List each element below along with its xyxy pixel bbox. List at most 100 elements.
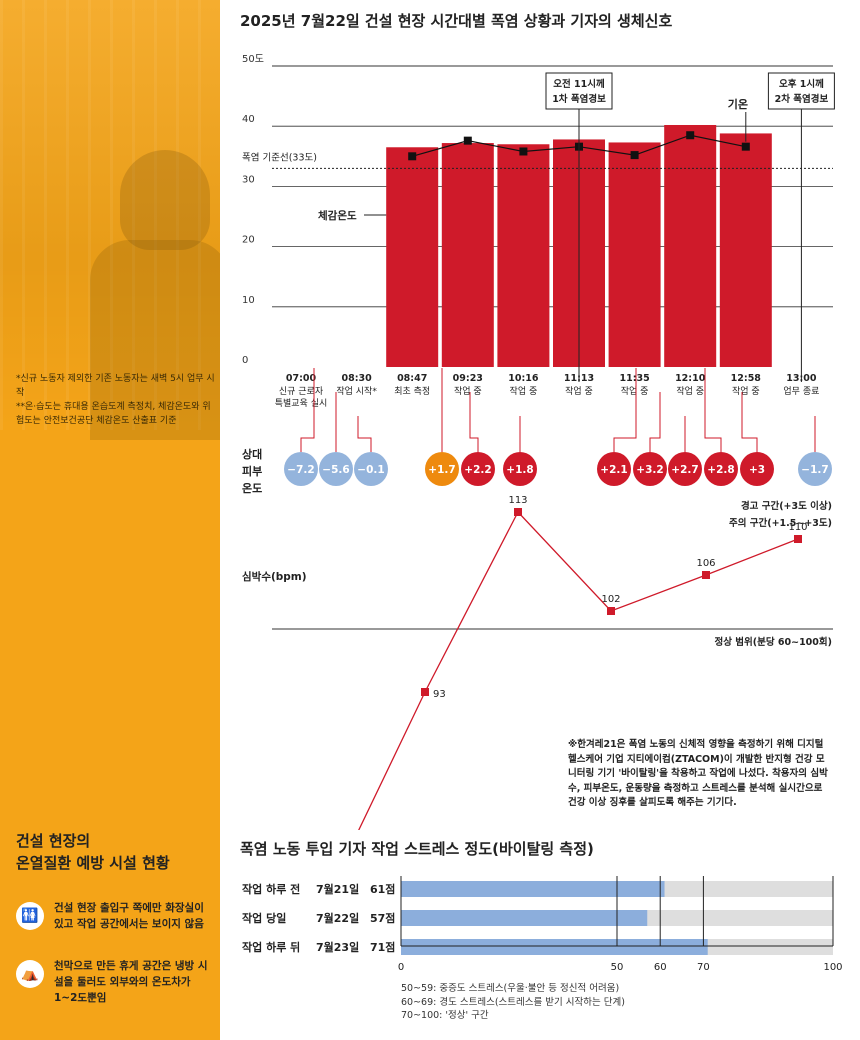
heat-alert-text: 오전 11시께 (553, 78, 605, 90)
heart-rate-note: ※한겨레21은 폭염 노동의 신체적 영향을 측정하기 위해 디지털 헬스케어 … (568, 739, 828, 808)
skin-temp-circle (633, 452, 667, 486)
heart-rate-point (514, 508, 522, 516)
stress-row-score: 71점 (370, 940, 395, 954)
stress-tick-label: 60 (654, 962, 667, 973)
event-label: 작업 중 (510, 386, 538, 397)
worker-photo (0, 0, 220, 440)
skin-temp-value: +3 (749, 464, 765, 476)
event-label: 작업 중 (621, 386, 649, 397)
skin-temp-circle (319, 452, 353, 486)
facility-item-text: 건설 현장 출입구 쪽에만 화장실이 있고 작업 공간에서는 보이지 않음 (54, 902, 204, 930)
heat-alert-text: 2차 폭염경보 (775, 93, 829, 105)
event-label: 작업 중 (454, 386, 482, 397)
worker-head-shape (120, 150, 210, 250)
skin-temp-leader (704, 368, 722, 452)
stress-chart-title: 폭염 노동 투입 기자 작업 스트레스 정도(바이탈링 측정) (240, 840, 594, 858)
skin-temp-label: 온도 (242, 482, 262, 495)
stress-tick-label: 100 (823, 962, 842, 973)
stress-row-label: 작업 당일 (242, 911, 286, 925)
stress-tick-label: 0 (398, 962, 404, 973)
heart-rate-value: 113 (508, 495, 527, 506)
skin-temp-leader (649, 392, 661, 452)
normal-range-label: 정상 범위(분당 60~100회) (715, 636, 833, 648)
skin-temp-circle (668, 452, 702, 486)
skin-temp-value: −1.7 (801, 464, 828, 476)
skin-temp-circle (284, 452, 318, 486)
skin-temp-leader (613, 368, 637, 452)
stress-bar (401, 939, 708, 955)
time-label: 11:35 (619, 373, 649, 384)
heart-rate-point (702, 571, 710, 579)
skin-legend-caution: 주의 구간(+1.5~+3도) (729, 517, 832, 529)
heart-rate-point (607, 607, 615, 615)
y-tick-label: 30 (242, 174, 255, 185)
heart-rate-value: 93 (433, 689, 446, 700)
heat-alert-text: 오후 1시께 (779, 78, 824, 90)
feels-like-bar (386, 147, 439, 367)
skin-temp-value: +1.7 (428, 464, 455, 476)
skin-temp-circle (704, 452, 738, 486)
stress-legend: 50~59: 중증도 스트레스(우울·불안 등 정신적 어려움) 60~69: … (401, 982, 625, 1023)
time-label: 12:10 (675, 373, 706, 384)
scaffold-pattern (0, 0, 220, 430)
heart-rate-point (794, 535, 802, 543)
facility-title-line-1: 건설 현장의 (16, 832, 91, 850)
heart-rate-line (358, 510, 799, 830)
air-temperature-point (686, 131, 695, 140)
stress-tick-label: 50 (611, 962, 624, 973)
facility-title: 건설 현장의 온열질환 예방 시설 현황 (16, 830, 170, 874)
skin-temp-circle (597, 452, 631, 486)
skin-temp-circle (461, 452, 495, 486)
event-label: 작업 중 (565, 386, 593, 397)
stress-row-date: 7월23일 (316, 940, 359, 954)
chart-title: 2025년 7월22일 건설 현장 시간대별 폭염 상황과 기자의 생체신호 (240, 12, 673, 30)
skin-temp-leader (741, 392, 758, 452)
skin-temp-circle (425, 452, 459, 486)
stress-row-date: 7월22일 (316, 911, 359, 925)
skin-temp-value: +1.8 (506, 464, 533, 476)
skin-temp-label: 상대 (242, 447, 262, 461)
feels-like-bar (497, 144, 550, 367)
y-tick-label: 50도 (242, 54, 264, 65)
stress-row-score: 61점 (370, 882, 395, 896)
stress-row-score: 57점 (370, 911, 395, 925)
skin-temp-value: +2.1 (600, 464, 627, 476)
air-temperature-point (463, 136, 472, 145)
side-note-1: *신규 노동자 제외한 기존 노동자는 새벽 5시 업무 시작 (16, 374, 215, 398)
event-label: 작업 중 (732, 386, 760, 397)
time-label: 08:30 (341, 373, 372, 384)
time-label: 10:16 (508, 373, 539, 384)
side-notes: *신규 노동자 제외한 기존 노동자는 새벽 5시 업무 시작 **온·습도는 … (16, 372, 216, 428)
stress-tick-label: 70 (697, 962, 710, 973)
toilet-icon: 🚻 (16, 902, 44, 930)
sidebar-panel: *신규 노동자 제외한 기존 노동자는 새벽 5시 업무 시작 **온·습도는 … (0, 0, 220, 1040)
stress-row-date: 7월21일 (316, 882, 359, 896)
time-label: 11:13 (564, 373, 594, 384)
stress-legend-item: 50~59: 중증도 스트레스(우울·불안 등 정신적 어려움) (401, 983, 620, 994)
heart-rate-value: 110 (788, 522, 807, 533)
skin-temp-circle (354, 452, 388, 486)
facility-item-tent: ⛺ 천막으로 만든 휴게 공간은 냉방 시설을 둘러도 외부와의 온도차가 1~… (16, 958, 216, 1006)
event-label: 특별교육 실시 (275, 398, 328, 409)
air-temperature-point (630, 151, 639, 160)
heart-rate-value: 102 (601, 594, 620, 605)
threshold-label: 폭염 기준선(33도) (242, 152, 317, 163)
skin-temp-value: +2.2 (464, 464, 491, 476)
facility-item-text: 천막으로 만든 휴게 공간은 냉방 시설을 둘러도 외부와의 온도차가 1~2도… (54, 960, 208, 1004)
stress-legend-item: 70~100: '정상' 구간 (401, 1010, 489, 1021)
tent-icon: ⛺ (16, 960, 44, 988)
y-tick-label: 10 (242, 295, 255, 306)
y-tick-label: 0 (242, 355, 248, 366)
skin-temp-value: −7.2 (287, 464, 314, 476)
skin-temp-label: 피부 (242, 464, 262, 478)
skin-temp-value: −5.6 (322, 464, 349, 476)
feels-like-bar (664, 124, 717, 367)
stress-row-label: 작업 하루 뒤 (242, 940, 300, 954)
y-tick-label: 40 (242, 114, 255, 125)
skin-legend-warning: 경고 구간(+3도 이상) (741, 500, 832, 512)
skin-temp-circle (798, 452, 832, 486)
heat-alert-box (545, 72, 613, 110)
skin-temp-leader (469, 392, 479, 452)
